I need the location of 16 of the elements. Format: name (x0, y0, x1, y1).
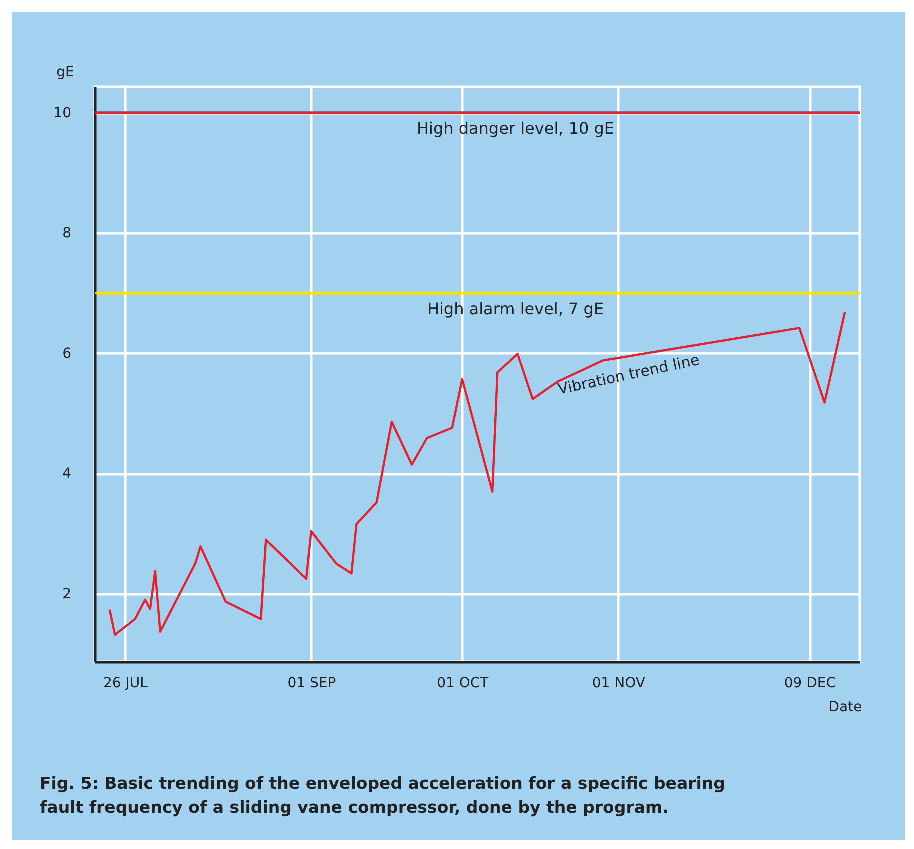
y-axis-title: gE (56, 64, 74, 80)
y-tick-label: 4 (62, 466, 72, 482)
y-tick-label: 8 (62, 226, 72, 242)
y-tick-label: 2 (62, 586, 72, 603)
x-tick-label: 01 SEP (288, 676, 336, 692)
x-tick-label: 09 DEC (784, 676, 836, 692)
x-tick-label: 01 OCT (437, 676, 490, 692)
text: Fig. 5: Basic trending of the enveloped acceleration for a specific bearing fault frequency of a sliding vane compressor, done by the program. (40, 774, 726, 817)
x-tick-label: 01 NOV (592, 676, 646, 692)
ref-line-label: High danger level, 10 gE (416, 118, 615, 138)
y-tick-label: 10 (54, 105, 72, 122)
y-tick-label: 6 (62, 346, 72, 362)
x-axis-title: Date (828, 700, 862, 716)
text: Vibration trend line (556, 350, 702, 398)
x-tick-label: 26 JUL (103, 676, 148, 692)
ref-line-label: High alarm level, 7 gE (427, 299, 604, 318)
